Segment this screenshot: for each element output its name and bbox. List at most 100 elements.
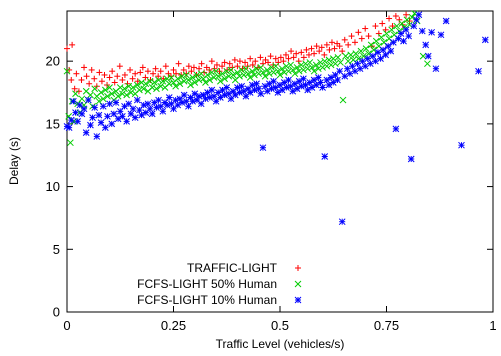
data-point — [304, 65, 312, 73]
data-point — [361, 62, 369, 70]
data-point — [285, 55, 292, 62]
data-point — [321, 153, 329, 160]
data-point — [116, 84, 124, 91]
data-point — [155, 96, 162, 104]
data-point — [148, 110, 156, 118]
data-point — [140, 101, 148, 109]
data-point — [334, 40, 341, 47]
data-point — [150, 70, 157, 77]
data-point — [225, 72, 233, 80]
data-point — [428, 28, 436, 36]
data-point — [83, 73, 90, 80]
data-point — [382, 51, 390, 59]
data-point — [69, 41, 76, 48]
x-axis-label: Traffic Level (vehicles/s) — [216, 337, 345, 351]
data-point — [152, 65, 159, 72]
data-point — [318, 44, 325, 51]
data-point — [276, 81, 284, 89]
data-point — [411, 10, 418, 17]
data-point — [332, 60, 339, 68]
data-point — [337, 59, 344, 66]
data-point — [138, 79, 145, 86]
data-point — [91, 85, 99, 93]
data-point — [65, 124, 73, 131]
data-point — [323, 76, 331, 84]
data-point — [73, 70, 80, 77]
data-point — [251, 86, 258, 94]
data-point — [339, 48, 346, 55]
data-point — [81, 64, 88, 71]
data-point — [255, 70, 263, 78]
data-point — [202, 79, 209, 86]
data-point — [189, 97, 197, 105]
y-tick-label: 0 — [53, 305, 60, 320]
data-point — [75, 88, 82, 95]
data-point — [345, 41, 352, 48]
data-point — [348, 33, 355, 40]
data-point — [234, 84, 241, 91]
data-point — [219, 86, 226, 94]
data-point — [341, 36, 348, 43]
data-point — [259, 69, 267, 76]
data-point — [208, 86, 216, 94]
data-point — [272, 62, 280, 70]
data-point — [187, 81, 194, 89]
data-point — [64, 45, 70, 52]
data-point — [101, 71, 108, 78]
data-point — [257, 90, 265, 98]
data-point — [410, 22, 418, 30]
data-point — [323, 41, 330, 48]
data-point — [386, 15, 393, 22]
data-point — [418, 27, 426, 35]
data-point — [393, 22, 401, 30]
data-point — [119, 112, 126, 120]
data-point — [93, 133, 101, 140]
data-point — [372, 23, 379, 30]
data-point — [155, 73, 162, 80]
data-point — [321, 51, 328, 58]
data-point — [249, 61, 256, 68]
data-point — [80, 105, 88, 113]
data-point — [387, 47, 395, 55]
data-point — [400, 37, 407, 45]
data-point — [129, 105, 137, 113]
data-point — [106, 74, 113, 81]
data-point — [231, 56, 238, 63]
data-point — [99, 102, 107, 110]
data-point — [334, 54, 342, 61]
data-point — [78, 110, 86, 118]
data-point — [259, 144, 267, 152]
data-point — [274, 67, 282, 75]
data-point — [163, 101, 171, 109]
data-point — [123, 118, 130, 125]
data-point — [285, 67, 292, 75]
data-point — [319, 84, 326, 91]
data-point — [358, 35, 365, 42]
data-point — [362, 25, 369, 32]
data-point — [257, 54, 264, 61]
data-point — [270, 69, 277, 76]
data-point — [346, 70, 354, 78]
data-point — [67, 139, 74, 147]
data-point — [277, 54, 284, 61]
data-point — [352, 50, 360, 57]
data-point — [63, 67, 71, 75]
data-point — [419, 52, 427, 60]
data-point — [290, 54, 297, 61]
data-point — [87, 121, 94, 129]
data-point — [403, 11, 410, 18]
data-point — [280, 69, 288, 76]
data-point — [283, 84, 290, 91]
data-point — [176, 80, 184, 88]
data-point — [217, 77, 224, 85]
data-point — [144, 100, 152, 108]
data-point — [98, 78, 105, 85]
data-point — [253, 65, 260, 73]
data-point — [274, 89, 282, 96]
y-tick-label: 15 — [46, 116, 60, 131]
data-point — [127, 66, 134, 73]
data-point — [106, 100, 113, 108]
data-point — [267, 53, 274, 60]
data-point — [364, 55, 372, 63]
data-point — [172, 96, 179, 104]
